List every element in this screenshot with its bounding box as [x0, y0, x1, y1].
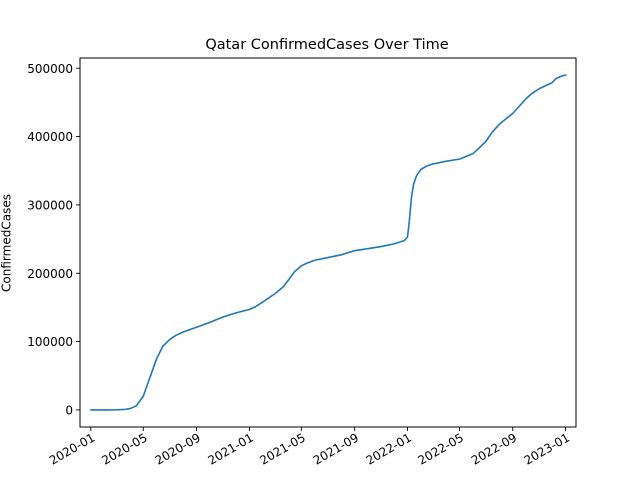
y-tick-label: 200000: [27, 267, 73, 281]
data-line-series-0: [90, 74, 567, 411]
y-tick-label: 0: [65, 403, 73, 417]
y-tick-label: 100000: [27, 335, 73, 349]
chart-title: Qatar ConfirmedCases Over Time: [205, 37, 448, 53]
y-tick-label: 400000: [27, 130, 73, 144]
axes-frame: [79, 57, 577, 428]
y-tick-label: 300000: [27, 198, 73, 212]
y-tick-label: 500000: [27, 62, 73, 76]
y-axis-label: ConfirmedCases: [0, 194, 14, 292]
